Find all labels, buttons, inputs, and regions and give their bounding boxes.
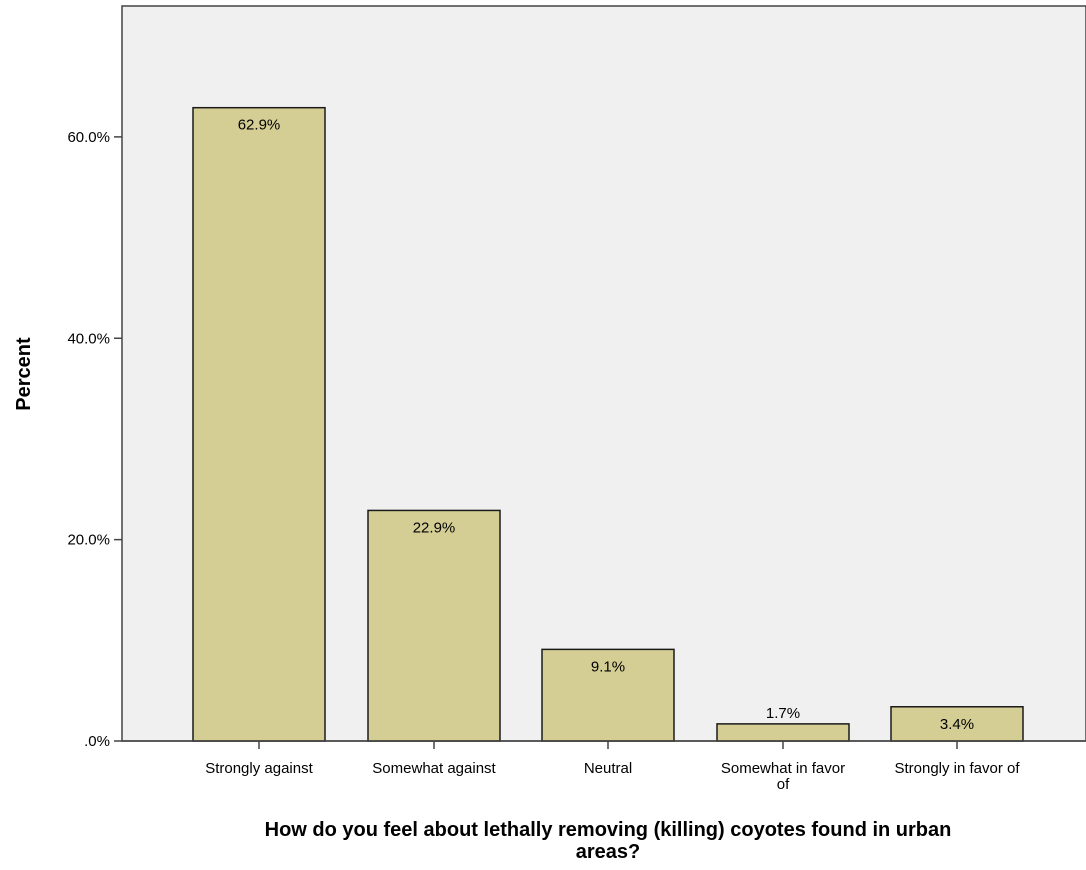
- x-axis: Strongly against Somewhat against Neutral S…: [122, 740, 1086, 793]
- y-tick-label: 40.0%: [67, 330, 110, 347]
- bar: [192, 106, 326, 742]
- y-axis-label: Percent: [13, 337, 35, 411]
- bar-value-label: 3.4%: [940, 716, 974, 733]
- bar-value-label: 1.7%: [766, 705, 800, 722]
- y-tick-label: 60.0%: [67, 129, 110, 146]
- y-tick-label: 20.0%: [67, 532, 110, 549]
- bar: [367, 509, 501, 742]
- y-axis: .0% 20.0% 40.0% 60.0%: [67, 129, 122, 750]
- bar: [716, 723, 850, 742]
- bar: [541, 648, 675, 742]
- y-tick-label: .0%: [84, 733, 110, 750]
- x-tick-label: Strongly in favor of: [894, 760, 1020, 777]
- x-tick-label: Neutral: [584, 760, 632, 777]
- x-axis-label: How do you feel about lethally removing …: [265, 819, 952, 863]
- x-tick-label: Somewhat against: [372, 760, 496, 777]
- x-tick-label: Somewhat in favor of: [721, 760, 845, 793]
- bar-value-label: 22.9%: [413, 519, 456, 536]
- bar-value-label: 62.9%: [238, 117, 281, 134]
- bar-value-label: 9.1%: [591, 658, 625, 675]
- bars: 62.9% 22.9% 9.1% 1.7% 3.4%: [192, 106, 1024, 742]
- x-tick-label: Strongly against: [205, 760, 313, 777]
